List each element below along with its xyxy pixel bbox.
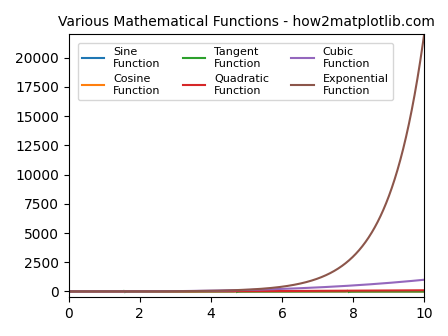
Tangent
Function xyxy=(210,289,215,293)
Quadratic
Function xyxy=(66,289,71,293)
Sine
Function xyxy=(102,289,108,293)
Sine
Function xyxy=(422,289,427,293)
Quadratic
Function xyxy=(310,289,315,293)
Cosine
Function xyxy=(210,289,215,293)
Cubic
Function xyxy=(349,284,355,288)
Exponential
Function xyxy=(310,278,315,282)
Sine
Function xyxy=(210,289,215,293)
Cosine
Function xyxy=(66,289,71,293)
Cubic
Function xyxy=(102,289,108,293)
Quadratic
Function xyxy=(210,289,215,293)
Sine
Function xyxy=(122,289,127,293)
Cosine
Function xyxy=(102,289,108,293)
Cubic
Function xyxy=(310,286,315,290)
Cosine
Function xyxy=(422,289,427,293)
Exponential
Function xyxy=(102,289,108,293)
Quadratic
Function xyxy=(349,289,355,293)
Cubic
Function xyxy=(422,278,427,282)
Sine
Function xyxy=(66,289,71,293)
Tangent
Function xyxy=(102,289,108,293)
Quadratic
Function xyxy=(422,288,427,292)
Cosine
Function xyxy=(310,289,316,293)
Title: Various Mathematical Functions - how2matplotlib.com: Various Mathematical Functions - how2mat… xyxy=(58,15,435,29)
Cosine
Function xyxy=(223,289,228,293)
Exponential
Function xyxy=(210,289,215,293)
Tangent
Function xyxy=(422,289,427,293)
Cosine
Function xyxy=(344,289,349,293)
Cubic
Function xyxy=(66,289,71,293)
Quadratic
Function xyxy=(102,289,108,293)
Exponential
Function xyxy=(349,255,355,259)
Cubic
Function xyxy=(223,288,228,292)
Sine
Function xyxy=(350,289,356,293)
Cosine
Function xyxy=(178,289,183,293)
Cubic
Function xyxy=(210,289,215,293)
Sine
Function xyxy=(223,289,228,293)
Exponential
Function xyxy=(422,32,427,36)
Quadratic
Function xyxy=(223,289,228,293)
Sine
Function xyxy=(344,289,349,293)
Line: Exponential
Function: Exponential Function xyxy=(69,34,424,291)
Line: Cubic
Function: Cubic Function xyxy=(69,280,424,291)
Tangent
Function xyxy=(66,289,71,293)
Tangent
Function xyxy=(344,289,349,293)
Tangent
Function xyxy=(310,289,316,293)
Cubic
Function xyxy=(343,284,349,288)
Sine
Function xyxy=(233,289,239,293)
Exponential
Function xyxy=(343,261,349,265)
Sine
Function xyxy=(311,289,316,293)
Tangent
Function xyxy=(350,290,355,294)
Quadratic
Function xyxy=(343,289,349,293)
Line: Tangent
Function: Tangent Function xyxy=(69,291,424,292)
Cosine
Function xyxy=(350,289,355,293)
Exponential
Function xyxy=(223,289,228,293)
Exponential
Function xyxy=(66,289,71,293)
Line: Quadratic
Function: Quadratic Function xyxy=(69,290,424,291)
Tangent
Function xyxy=(223,289,228,293)
Legend: Sine
Function, Cosine
Function, Tangent
Function, Quadratic
Function, Cubic
Func: Sine Function, Cosine Function, Tangent … xyxy=(78,43,393,100)
